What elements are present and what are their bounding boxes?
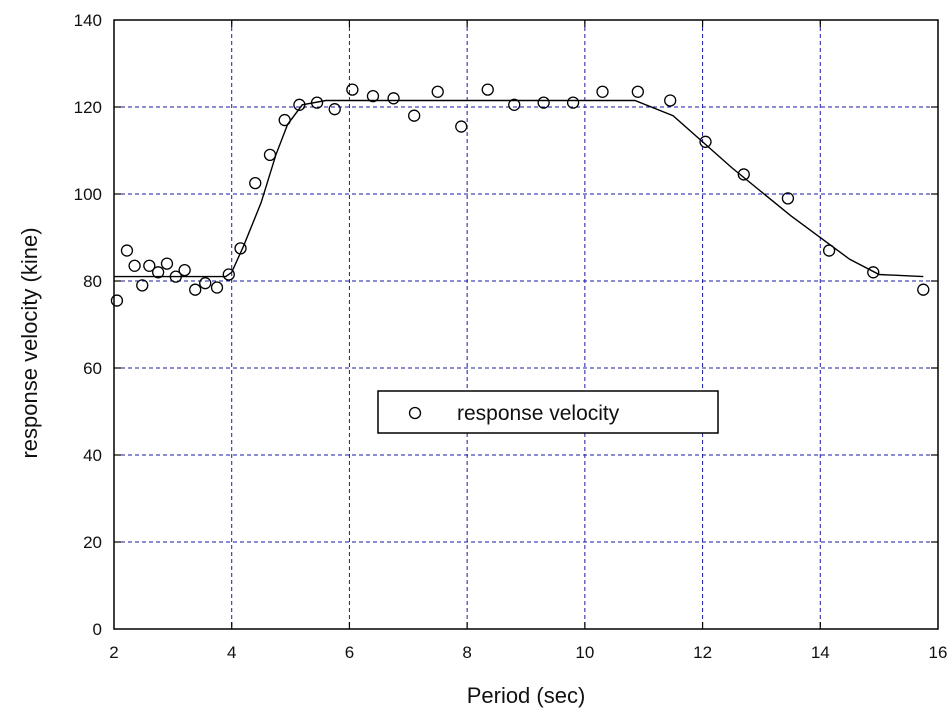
x-tick-label: 8 (462, 643, 471, 662)
x-tick-label: 12 (693, 643, 712, 662)
data-point (408, 109, 421, 122)
fit-line-layer (114, 99, 924, 278)
data-point (110, 294, 124, 307)
y-tick-label: 0 (93, 620, 102, 639)
x-tick-label: 14 (811, 643, 830, 662)
legend-box (377, 390, 719, 434)
y-tick-labels: 0 20 40 60 80 100 120 140 (74, 11, 102, 639)
data-point (537, 96, 550, 109)
data-point (328, 103, 341, 116)
y-tick-label: 140 (74, 11, 102, 30)
y-tick-label: 20 (83, 533, 102, 552)
y-tick-label: 100 (74, 185, 102, 204)
data-point (128, 259, 141, 272)
data-point (310, 96, 324, 109)
data-point (596, 85, 609, 98)
plot-frame (113, 19, 939, 630)
data-point (151, 266, 165, 279)
legend-marker-circle (408, 406, 422, 420)
data-point (481, 83, 494, 96)
x-tick-label: 2 (109, 643, 118, 662)
data-point (136, 279, 149, 292)
data-point (781, 192, 795, 205)
data-point (822, 244, 836, 257)
y-axis-title: response velocity (kine) (17, 227, 42, 458)
data-point (699, 135, 712, 148)
fit-line (114, 99, 924, 278)
data-point (508, 98, 521, 111)
data-point (234, 242, 247, 255)
data-point (366, 89, 380, 103)
data-point (210, 281, 224, 294)
data-point (120, 244, 134, 257)
data-point (917, 283, 930, 296)
data-point (160, 257, 174, 270)
legend: response velocity (377, 390, 719, 434)
data-point (249, 176, 262, 190)
x-tick-label: 16 (929, 643, 948, 662)
data-point (169, 270, 182, 283)
y-tick-label: 40 (83, 446, 102, 465)
legend-label: response velocity (457, 402, 620, 425)
data-points (110, 83, 930, 307)
data-point (263, 148, 277, 162)
y-tick-label: 60 (83, 359, 102, 378)
data-point (189, 283, 202, 296)
axis-ticks (114, 20, 938, 629)
x-tick-labels: 2 4 6 8 10 12 14 16 (109, 643, 947, 662)
y-tick-label: 80 (83, 272, 102, 291)
data-point (346, 83, 359, 96)
y-tick-label: 120 (74, 98, 102, 117)
data-point (566, 96, 580, 109)
data-point (455, 120, 468, 133)
data-point (222, 268, 235, 281)
x-axis-title: Period (sec) (467, 683, 586, 708)
x-tick-label: 4 (227, 643, 236, 662)
data-point (867, 266, 880, 279)
x-tick-label: 6 (345, 643, 354, 662)
data-point (293, 98, 306, 111)
data-point (143, 259, 156, 272)
data-point (387, 92, 400, 105)
data-point (631, 85, 644, 98)
data-point (199, 277, 212, 290)
data-point (431, 85, 444, 98)
data-point (737, 168, 750, 181)
data-point (178, 263, 191, 277)
data-point (278, 113, 291, 127)
x-tick-label: 10 (575, 643, 594, 662)
data-point (664, 94, 677, 107)
grid-lines (114, 20, 938, 629)
